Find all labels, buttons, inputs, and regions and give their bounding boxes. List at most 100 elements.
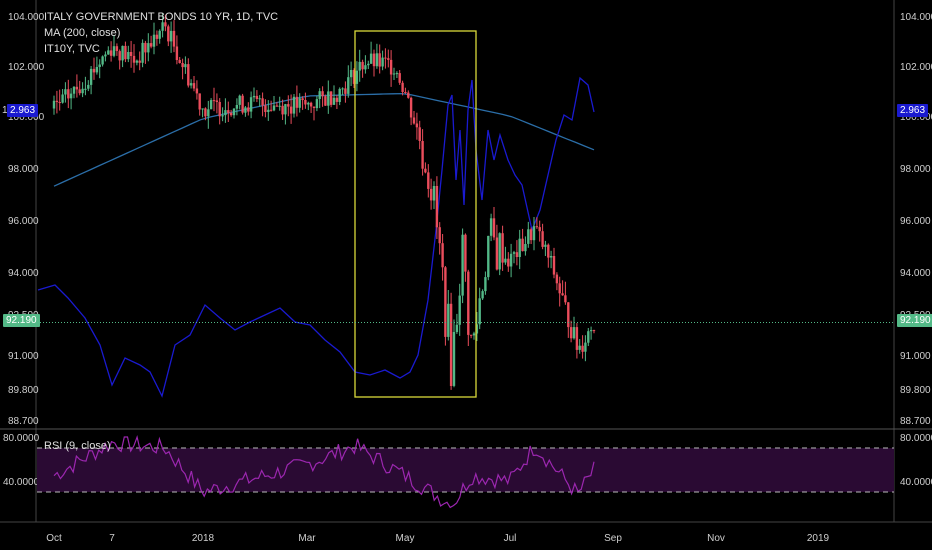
- candle-body: [304, 100, 307, 105]
- candle-body: [489, 218, 493, 236]
- candle-body: [495, 237, 499, 270]
- candle-body: [467, 271, 470, 335]
- candle-body: [109, 50, 113, 56]
- candle-body: [175, 46, 179, 60]
- candle-body: [301, 98, 304, 100]
- candle-body: [507, 258, 510, 267]
- candle-body: [464, 234, 467, 272]
- candle-body: [307, 102, 310, 105]
- candle-body: [87, 84, 90, 89]
- candle-body: [81, 88, 84, 94]
- y-tick-label-right: 89.800: [900, 385, 931, 396]
- candle-body: [261, 98, 264, 106]
- x-tick-label: Jul: [504, 533, 517, 544]
- candle-body: [321, 91, 324, 97]
- candle-body: [132, 55, 136, 63]
- candle-body: [58, 102, 61, 103]
- rsi-legend: RSI (9, close): [44, 440, 111, 452]
- candle-body: [115, 46, 119, 51]
- candle-body: [75, 86, 79, 90]
- rsi-tick-label-left: 80.0000: [3, 433, 40, 444]
- chart-legend: ITALY GOVERNMENT BONDS 10 YR, 1D, TVC MA…: [44, 9, 278, 57]
- candle-body: [444, 267, 447, 337]
- candle-body: [441, 243, 444, 268]
- candle-body: [401, 82, 404, 92]
- candle-body: [387, 58, 390, 60]
- y-tick-label-right: 94.000: [900, 268, 931, 279]
- candle-body: [404, 92, 407, 93]
- candle-body: [61, 94, 64, 103]
- y-tick-label-right: 98.000: [900, 164, 931, 175]
- candle-body: [389, 59, 393, 75]
- y-tick-label-left: 102.000: [8, 62, 45, 73]
- candle-body: [344, 88, 347, 94]
- candle-body: [484, 277, 487, 292]
- candle-body: [558, 283, 561, 294]
- y-tick-label-right: 104.000: [900, 12, 932, 23]
- candle-body: [364, 65, 367, 70]
- candle-body: [449, 303, 453, 386]
- candle-body: [84, 88, 87, 90]
- candle-body: [187, 64, 190, 86]
- candle-body: [101, 56, 104, 65]
- legend-ma: MA (200, close): [44, 27, 121, 39]
- candle-body: [201, 108, 204, 110]
- candle-body: [447, 303, 450, 337]
- candle-body: [67, 89, 70, 99]
- candle-body: [501, 233, 504, 263]
- x-tick-label: Mar: [298, 533, 316, 544]
- candle-body: [504, 258, 507, 263]
- candle-body: [569, 327, 573, 339]
- candle-body: [232, 108, 236, 116]
- candle-body: [195, 88, 199, 94]
- candle-body: [218, 102, 221, 117]
- candle-body: [164, 22, 167, 27]
- candle-body: [281, 105, 284, 115]
- candle-body: [152, 34, 156, 47]
- candle-body: [395, 73, 399, 75]
- candle-body: [178, 60, 181, 63]
- candle-body: [169, 30, 173, 42]
- candle-body: [547, 244, 550, 258]
- candle-body: [461, 234, 464, 296]
- candle-body: [587, 331, 590, 343]
- candle-body: [147, 43, 150, 53]
- candle-body: [515, 252, 519, 257]
- y-tick-label-right: 96.000: [900, 216, 931, 227]
- candle-body: [527, 229, 530, 244]
- candle-body: [318, 91, 321, 99]
- rsi-tick-label-right: 40.0000: [900, 477, 932, 488]
- rsi-tick-label-left: 40.0000: [3, 477, 40, 488]
- candle-body: [241, 95, 244, 113]
- candle-body: [107, 50, 110, 55]
- candle-body: [478, 298, 481, 325]
- candle-body: [272, 105, 276, 111]
- candle-body: [284, 104, 287, 115]
- candle-body: [138, 60, 141, 63]
- candle-body: [421, 141, 424, 169]
- candle-body: [407, 92, 410, 98]
- highlight-box: [354, 30, 477, 398]
- candle-body: [92, 68, 96, 73]
- candle-body: [424, 168, 427, 173]
- candle-body: [224, 110, 227, 116]
- candle-body: [207, 109, 210, 117]
- candle-body: [215, 100, 219, 102]
- candle-body: [538, 227, 541, 232]
- candle-body: [269, 109, 273, 111]
- candle-body: [135, 60, 139, 63]
- candle-body: [141, 42, 144, 63]
- candle-body: [181, 63, 184, 68]
- candle-body: [238, 95, 241, 105]
- candle-body: [409, 97, 413, 118]
- y-tick-label-left: 100.000: [8, 112, 45, 123]
- candle-body: [352, 70, 356, 84]
- candle-body: [529, 229, 533, 241]
- candle-body: [192, 83, 196, 89]
- candle-body: [72, 86, 76, 94]
- candle-body: [221, 115, 224, 117]
- x-tick-label: Sep: [604, 533, 622, 544]
- candle-body: [564, 295, 567, 303]
- candle-body: [578, 345, 581, 350]
